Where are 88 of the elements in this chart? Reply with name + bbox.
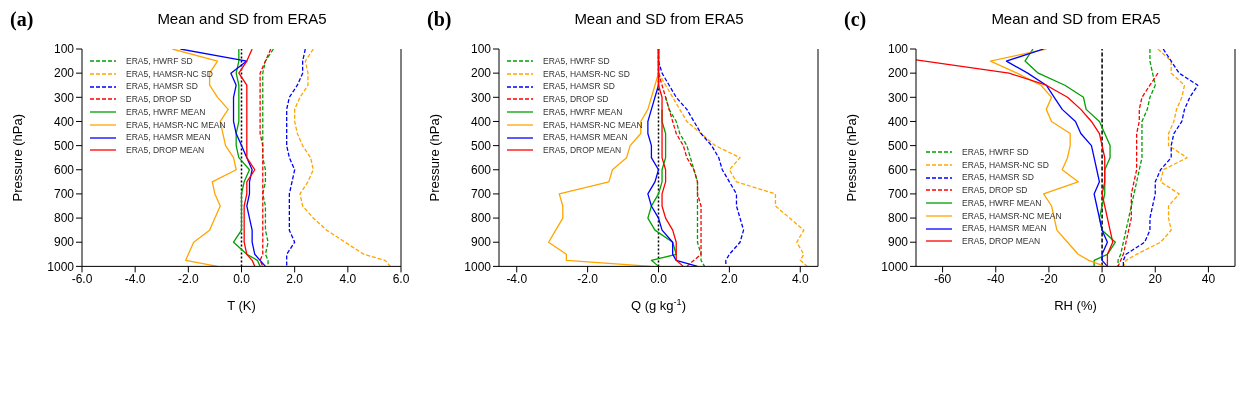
x-tick-label: -20 xyxy=(1040,271,1058,286)
x-tick-label: 6.0 xyxy=(392,271,410,286)
x-tick-label: -6.0 xyxy=(71,271,93,286)
y-tick-label: 400 xyxy=(53,114,75,129)
y-tick-label: 100 xyxy=(470,42,492,57)
line-series xyxy=(989,49,1106,267)
y-tick-label: 600 xyxy=(53,163,75,178)
legend-label: ERA5, HWRF MEAN xyxy=(543,105,623,119)
legend-label: ERA5, DROP MEAN xyxy=(543,143,622,157)
chart-title: Mean and SD from ERA5 xyxy=(573,10,745,27)
text: (c) xyxy=(844,8,867,31)
x-tick-label: 4.0 xyxy=(791,271,809,286)
legend-label: ERA5, HWRF SD xyxy=(962,146,1029,159)
y-tick-label: 500 xyxy=(470,138,492,153)
x-tick-label: 2.0 xyxy=(286,271,304,286)
chart-title: Mean and SD from ERA5 xyxy=(156,10,328,27)
x-axis-title: T (K) xyxy=(227,298,256,314)
x-axis-title: Q (g kg$^{-1}$) xyxy=(630,297,687,314)
y-tick-label: 400 xyxy=(887,114,909,129)
line-series xyxy=(238,49,256,267)
legend-label: ERA5, HAMSR SD xyxy=(126,80,198,94)
y-tick-label: 500 xyxy=(887,138,909,153)
y-tick-label: 300 xyxy=(470,90,492,105)
legend-label: ERA5, HWRF SD xyxy=(126,55,193,68)
legend-label: ERA5, HAMSR SD xyxy=(543,80,615,94)
legend-label: ERA5, HWRF MEAN xyxy=(126,105,206,119)
chart-title: Mean and SD from ERA5 xyxy=(990,10,1162,27)
x-tick-label: -40 xyxy=(987,271,1005,286)
legend-label: ERA5, HAMSR-NC SD xyxy=(543,67,630,81)
y-axis-title: Pressure (hPa) xyxy=(10,113,25,202)
x-tick-label: 0 xyxy=(1098,271,1106,286)
legend-label: ERA5, HAMSR-NC SD xyxy=(962,158,1049,172)
x-tick-label: -2.0 xyxy=(577,271,599,286)
y-tick-label: 200 xyxy=(887,66,909,81)
x-tick-label: -4.0 xyxy=(124,271,146,286)
legend-label: ERA5, HWRF SD xyxy=(543,55,610,68)
x-axis-title: RH (%) xyxy=(1054,298,1097,314)
y-axis-title: Pressure (hPa) xyxy=(844,113,859,202)
x-tick-label: 2.0 xyxy=(721,271,739,286)
y-tick-label: 900 xyxy=(470,235,492,250)
y-tick-label: 600 xyxy=(887,163,909,178)
legend-label: ERA5, DROP SD xyxy=(543,93,609,106)
text: (b) xyxy=(427,8,452,31)
y-tick-label: 200 xyxy=(53,66,75,81)
y-tick-label: 200 xyxy=(470,66,492,81)
y-tick-label: 1000 xyxy=(881,259,909,274)
legend-label: ERA5, HAMSR SD xyxy=(962,171,1034,185)
y-tick-label: 700 xyxy=(470,187,492,202)
y-tick-label: 400 xyxy=(470,114,492,129)
line-series xyxy=(916,59,1114,267)
legend-label: ERA5, DROP MEAN xyxy=(126,143,205,157)
x-tick-label: 20 xyxy=(1148,271,1163,286)
y-tick-label: 800 xyxy=(887,211,909,226)
x-tick-label: -60 xyxy=(933,271,952,286)
x-tick-label: 4.0 xyxy=(339,271,357,286)
y-tick-label: 100 xyxy=(53,42,75,57)
x-tick-label: 0.0 xyxy=(233,271,251,286)
y-tick-label: 300 xyxy=(887,90,909,105)
legend-label: ERA5, DROP SD xyxy=(962,184,1028,197)
legend-label: ERA5, HAMSR MEAN xyxy=(962,222,1047,235)
x-tick-label: -4.0 xyxy=(506,271,528,286)
line-series xyxy=(286,49,306,267)
line-series xyxy=(232,49,261,267)
y-tick-label: 500 xyxy=(53,138,75,153)
y-tick-label: 700 xyxy=(53,187,75,202)
y-tick-label: 300 xyxy=(53,90,75,105)
y-tick-label: 900 xyxy=(53,235,75,250)
line-series xyxy=(294,49,392,267)
y-tick-label: 1000 xyxy=(47,259,75,274)
y-tick-label: 900 xyxy=(887,235,909,250)
x-tick-label: 40 xyxy=(1201,271,1216,286)
line-series xyxy=(1117,72,1159,267)
y-tick-label: 800 xyxy=(470,211,492,226)
legend-label: ERA5, DROP MEAN xyxy=(962,234,1041,248)
x-tick-label: 0.0 xyxy=(650,271,668,286)
line-series xyxy=(1117,49,1156,267)
y-tick-label: 700 xyxy=(887,187,909,202)
legend-label: ERA5, HWRF MEAN xyxy=(962,196,1042,210)
y-axis-title: Pressure (hPa) xyxy=(427,113,442,202)
legend-label: ERA5, HAMSR MEAN xyxy=(543,131,628,144)
y-tick-label: 800 xyxy=(53,211,75,226)
text: (a) xyxy=(10,8,34,31)
y-tick-label: 100 xyxy=(887,42,909,57)
legend-label: ERA5, HAMSR MEAN xyxy=(126,131,211,144)
legend-label: ERA5, DROP SD xyxy=(126,93,192,106)
x-tick-label: -2.0 xyxy=(177,271,199,286)
y-tick-label: 600 xyxy=(470,163,492,178)
y-tick-label: 1000 xyxy=(464,259,492,274)
